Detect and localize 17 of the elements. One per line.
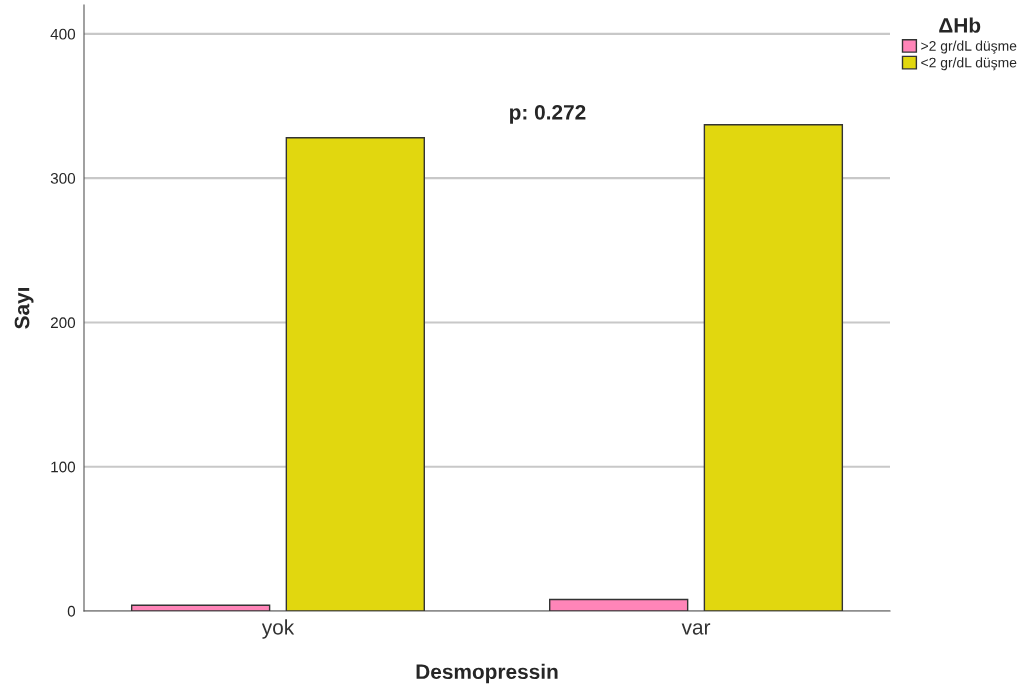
legend-label: >2 gr/dL düşme <box>921 40 1017 54</box>
x-tick-label: yok <box>261 619 295 639</box>
y-tick-label: 100 <box>51 461 76 473</box>
bar <box>703 124 844 611</box>
y-tick-label: 300 <box>50 173 76 184</box>
bar <box>130 604 271 611</box>
y-tick-label: 200 <box>50 317 76 329</box>
bar <box>285 137 425 611</box>
x-axis-title: Desmopressin <box>416 663 558 684</box>
x-tick-label: var <box>681 623 711 635</box>
bar <box>549 598 689 611</box>
y-tick-label: 400 <box>50 28 76 40</box>
legend-title: ΔHb <box>939 17 981 33</box>
y-axis-title: Sayı <box>14 288 34 329</box>
annotation: p: 0.272 <box>510 104 586 124</box>
legend-label: <2 gr/dL düşme <box>921 57 1017 71</box>
y-tick-label: 0 <box>67 605 76 617</box>
